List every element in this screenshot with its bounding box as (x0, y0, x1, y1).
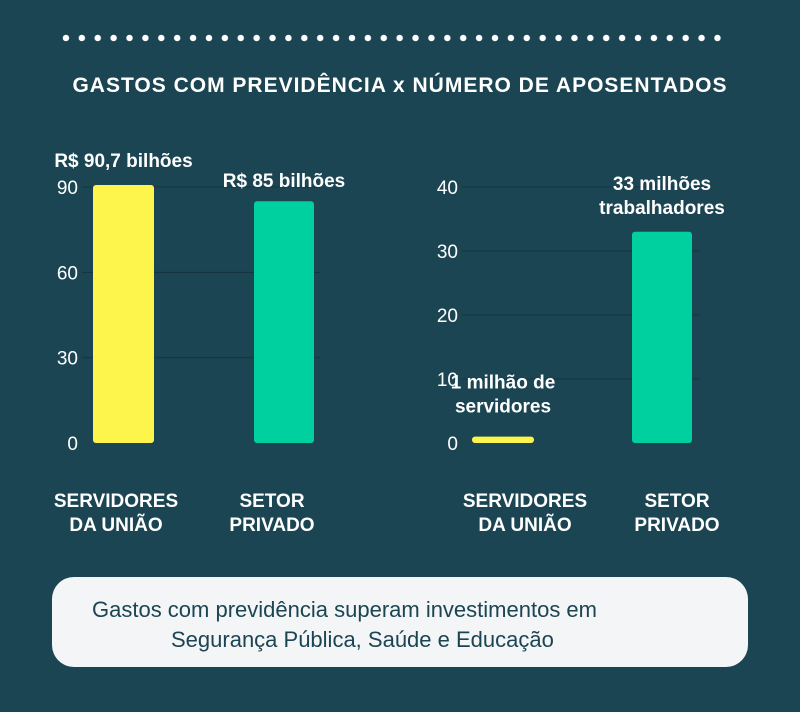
chart1-category-label-servidores: SERVIDORES DA UNIÃO (53, 491, 179, 536)
footer-box (52, 577, 748, 667)
chart2-tick-label-40: 40 (437, 178, 458, 199)
chart1-tick-label-90: 90 (57, 178, 78, 199)
chart2-tick-label-0: 0 (447, 434, 458, 455)
chart1-value-label-0: R$ 90,7 bilhões (54, 151, 192, 172)
chart2-category-label-servidores: SERVIDORES DA UNIÃO (462, 491, 588, 536)
chart2-bar-0 (472, 436, 534, 443)
footer-line-2: Segurança Pública, Saúde e Educação (171, 627, 554, 652)
chart1-bar-0 (93, 185, 154, 443)
chart2-value-label-1-line-1: trabalhadores (599, 198, 725, 219)
chart2-value-label-0-line-0: 1 milhão de (451, 373, 556, 394)
dotted-divider (58, 34, 728, 42)
chart1-bar-1 (254, 201, 314, 443)
chart2-value-label-1-line-0: 33 milhões (613, 174, 711, 195)
chart2-category-label-setor-privado: SETOR PRIVADO (634, 491, 720, 536)
footer-text: Gastos com previdência superam investime… (92, 595, 712, 655)
footer-line-1: Gastos com previdência superam investime… (92, 597, 597, 622)
chart2-tick-label-20: 20 (437, 306, 458, 327)
chart2-tick-label-30: 30 (437, 242, 458, 263)
page-title: GASTOS COM PREVIDÊNCIA x NÚMERO DE APOSE… (72, 74, 728, 97)
chart2-bar-1 (632, 231, 692, 443)
chart1-tick-label-0: 0 (67, 434, 78, 455)
chart1-tick-label-60: 60 (57, 263, 78, 284)
chart2-value-label-0-line-1: servidores (455, 397, 551, 418)
chart1-tick-label-30: 30 (57, 349, 78, 370)
chart1-value-label-1: R$ 85 bilhões (223, 171, 346, 192)
chart2-tick-label-10: 10 (437, 370, 458, 391)
chart1-category-label-setor-privado: SETOR PRIVADO (229, 491, 315, 536)
